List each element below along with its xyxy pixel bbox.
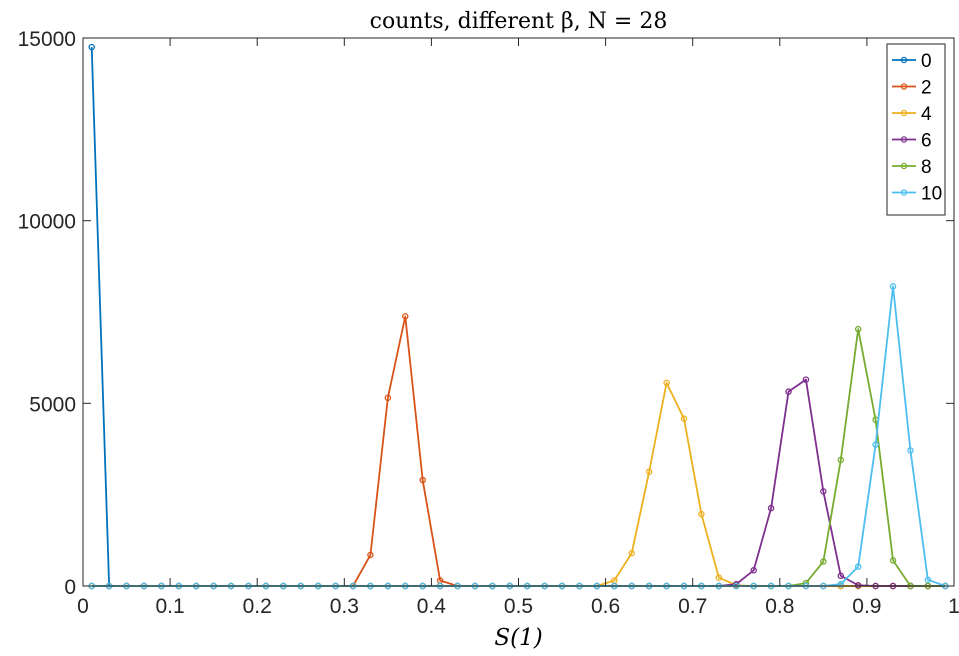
data-point	[628, 549, 635, 557]
x-tick-label: 1	[948, 595, 959, 618]
legend-label: 4	[921, 104, 932, 125]
data-point	[88, 43, 95, 51]
axes-layer	[82, 37, 955, 587]
data-point	[680, 415, 688, 422]
legend: 0 2 4 6 8 10	[886, 43, 946, 216]
x-tick-label: 0.1	[155, 595, 184, 618]
x-tick-label: 0.5	[504, 595, 533, 618]
legend-label: 0	[921, 51, 932, 72]
legend-label: 6	[921, 131, 932, 152]
data-point	[854, 582, 862, 589]
legend-label: 10	[921, 184, 942, 205]
data-point	[820, 488, 827, 495]
legend-item: 0	[892, 51, 932, 72]
data-point	[820, 558, 827, 565]
data-point	[872, 441, 879, 448]
legend-item: 6	[892, 131, 932, 152]
data-point	[854, 563, 862, 570]
legend-label: 8	[921, 157, 932, 178]
x-tick-label: 0.6	[591, 595, 620, 618]
y-tick-label: 10000	[18, 211, 76, 234]
x-tick-label: 0.8	[765, 595, 794, 618]
data-point	[419, 476, 426, 484]
x-tick-label: 0.7	[678, 595, 707, 618]
x-tick-label: 0.9	[852, 595, 881, 618]
labels-layer: 0 0.1 0.2 0.3 0.4 0.5 0.6 0.7 0.8 0.9 105000100001…	[18, 9, 959, 651]
y-tick-label: 0	[64, 576, 76, 599]
data-point	[402, 313, 409, 320]
x-tick-label: 0.3	[330, 595, 359, 618]
data-point	[645, 468, 653, 475]
x-tick-label: 0.4	[417, 595, 447, 618]
data-point	[837, 456, 845, 464]
x-tick-label: 0	[77, 595, 89, 618]
data-point	[663, 379, 670, 387]
legend-marker	[900, 189, 908, 196]
data-point	[785, 388, 792, 395]
data-point	[750, 567, 757, 574]
data-point	[907, 447, 914, 454]
legend-label: 2	[921, 78, 932, 99]
legend-marker	[900, 56, 908, 64]
legend-item: 10	[892, 184, 942, 205]
data-point	[367, 551, 374, 559]
data-point	[854, 325, 862, 333]
data-point	[837, 572, 845, 580]
legend-marker	[900, 109, 908, 117]
legend-item: 8	[892, 157, 932, 178]
legend-marker	[900, 136, 908, 143]
data-point	[698, 510, 705, 518]
chart-title: counts, different β, N = 28	[370, 9, 668, 34]
data-point	[715, 574, 723, 581]
data-point	[767, 504, 775, 512]
legend-item: 2	[892, 78, 932, 99]
data-point	[802, 376, 810, 383]
data-point	[837, 580, 845, 588]
plot-background	[83, 38, 954, 586]
data-point	[384, 394, 392, 402]
y-tick-label: 15000	[18, 28, 76, 51]
data-point	[889, 283, 897, 290]
data-point	[889, 557, 897, 564]
x-axis-label: S(1)	[494, 625, 542, 651]
y-tick-label: 5000	[29, 393, 76, 416]
x-tick-label: 0.2	[243, 595, 272, 618]
legend-box	[886, 43, 946, 216]
data-point	[924, 576, 932, 584]
legend-marker	[900, 162, 908, 170]
legend-item: 4	[892, 104, 932, 125]
legend-marker	[900, 83, 908, 90]
